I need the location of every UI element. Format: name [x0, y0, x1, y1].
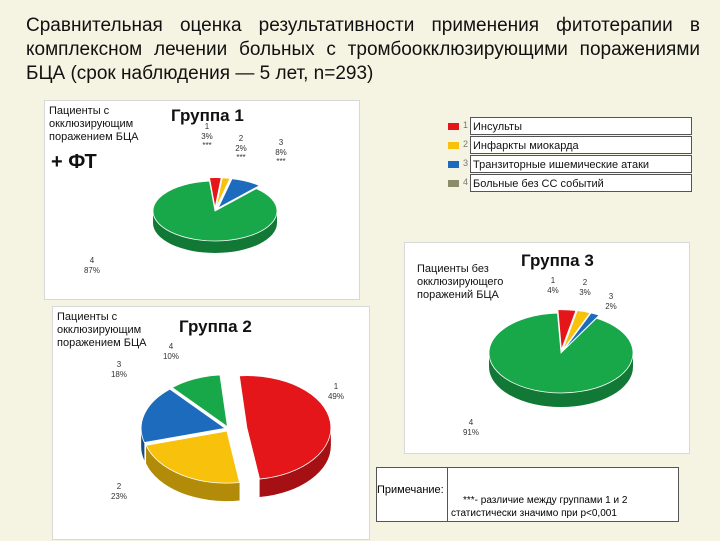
- significance-marker: ***: [236, 153, 245, 162]
- category-label: 4: [469, 418, 474, 427]
- group3-panel: 1 4% 2 3% 3 2% 4 91% Пациенты без окклюзирующег…: [404, 242, 690, 454]
- category-label: 2: [117, 482, 122, 491]
- percent-label: 91%: [463, 428, 479, 437]
- pie-slice-no-events: [171, 374, 228, 428]
- note-divider: [447, 468, 448, 521]
- pie-slice-side-no-events: [489, 353, 633, 407]
- percent-label: 23%: [111, 492, 127, 501]
- legend-number: 4: [463, 177, 469, 187]
- legend-swatch-no-events: [448, 180, 459, 187]
- note-label: Примечание:: [377, 484, 444, 496]
- percent-label: 3%: [579, 288, 591, 297]
- percent-label: 87%: [84, 266, 100, 275]
- legend-number: 3: [463, 158, 469, 168]
- group1-pie: 13%***22%***38%***487%: [84, 122, 287, 275]
- legend-label-no-events: Больные без СС событий: [470, 174, 692, 192]
- category-label: 4: [90, 256, 95, 265]
- percent-label: 4%: [547, 286, 559, 295]
- pie-slice-tia: [217, 178, 261, 209]
- percent-label: 2%: [605, 302, 617, 311]
- group2-panel: 1 49% 2 23% 3 18% 4 10% Пациенты с окклюзирующи…: [52, 306, 370, 540]
- group1-title: Группа 1: [171, 106, 244, 125]
- pie-slice-strokes: [238, 375, 332, 480]
- group2-pie: 149% 223% 318% 410%: [111, 342, 344, 502]
- pie-slice-no-events: [488, 312, 634, 394]
- group3-title: Группа 3: [521, 251, 594, 270]
- legend-number: 1: [463, 120, 469, 130]
- slide-title: Сравнительная оценка результативности пр…: [26, 15, 700, 84]
- pie-slice-strokes: [557, 309, 577, 350]
- significance-marker: ***: [276, 157, 285, 166]
- legend-swatch-infarcts: [448, 142, 459, 149]
- pie-slice-side-no-events: [153, 211, 277, 253]
- group1-ft-label: + ФТ: [51, 151, 97, 173]
- significance-marker: ***: [202, 141, 211, 150]
- group3-pie: 14% 23% 32% 491%: [463, 276, 634, 437]
- note-line-2: статистически значимо при р<0,001: [451, 508, 617, 519]
- category-label: 2: [583, 278, 588, 287]
- legend-label-strokes: Инсульты: [470, 117, 692, 135]
- category-label: 3: [279, 138, 284, 147]
- percent-label: 10%: [163, 352, 179, 361]
- group2-title: Группа 2: [179, 317, 252, 336]
- legend-swatch-tia: [448, 161, 459, 168]
- pie-slice-side-infarcts: [146, 445, 240, 502]
- percent-label: 8%: [275, 148, 287, 157]
- category-label: 1: [205, 122, 210, 131]
- group1-description: Пациенты с окклюзирующим поражением БЦА: [49, 105, 139, 143]
- category-label: 1: [334, 382, 339, 391]
- pie-slice-side-strokes: [259, 427, 331, 498]
- pie-slice-infarcts: [562, 310, 591, 351]
- percent-label: 18%: [111, 370, 127, 379]
- category-label: 1: [551, 276, 556, 285]
- note-text: ***- различие между группами 1 и 2 стати…: [451, 494, 679, 520]
- pie-slice-infarcts: [215, 177, 231, 208]
- category-label: 3: [609, 292, 614, 301]
- legend-number: 2: [463, 139, 469, 149]
- group2-description: Пациенты с окклюзирующим поражением БЦА: [57, 311, 147, 349]
- category-label: 2: [239, 134, 244, 143]
- category-label: 4: [169, 342, 174, 351]
- percent-label: 3%: [201, 132, 213, 141]
- pie-slice-no-events: [152, 180, 278, 242]
- note-box: Примечание: ***- различие между группами…: [376, 467, 679, 522]
- legend-swatch-strokes: [448, 123, 459, 130]
- group3-description: Пациенты без окклюзирующего поражений БЦ…: [417, 263, 504, 301]
- group1-panel: 1 3% *** 2 2% *** 3 8% *** 4 87% Пациенты с окклюз…: [44, 100, 360, 300]
- percent-label: 2%: [235, 144, 247, 153]
- pie-slice-tia: [563, 312, 600, 351]
- percent-label: 49%: [328, 392, 344, 401]
- pie-slice-infarcts: [145, 430, 241, 484]
- category-label: 3: [117, 360, 122, 369]
- pie-slice-strokes: [209, 177, 222, 208]
- legend-label-tia: Транзиторные ишемические атаки: [470, 155, 692, 173]
- note-line-1: ***- различие между группами 1 и 2: [463, 495, 628, 506]
- pie-slice-tia: [140, 388, 227, 444]
- legend-label-infarcts: Инфаркты миокарда: [470, 136, 692, 154]
